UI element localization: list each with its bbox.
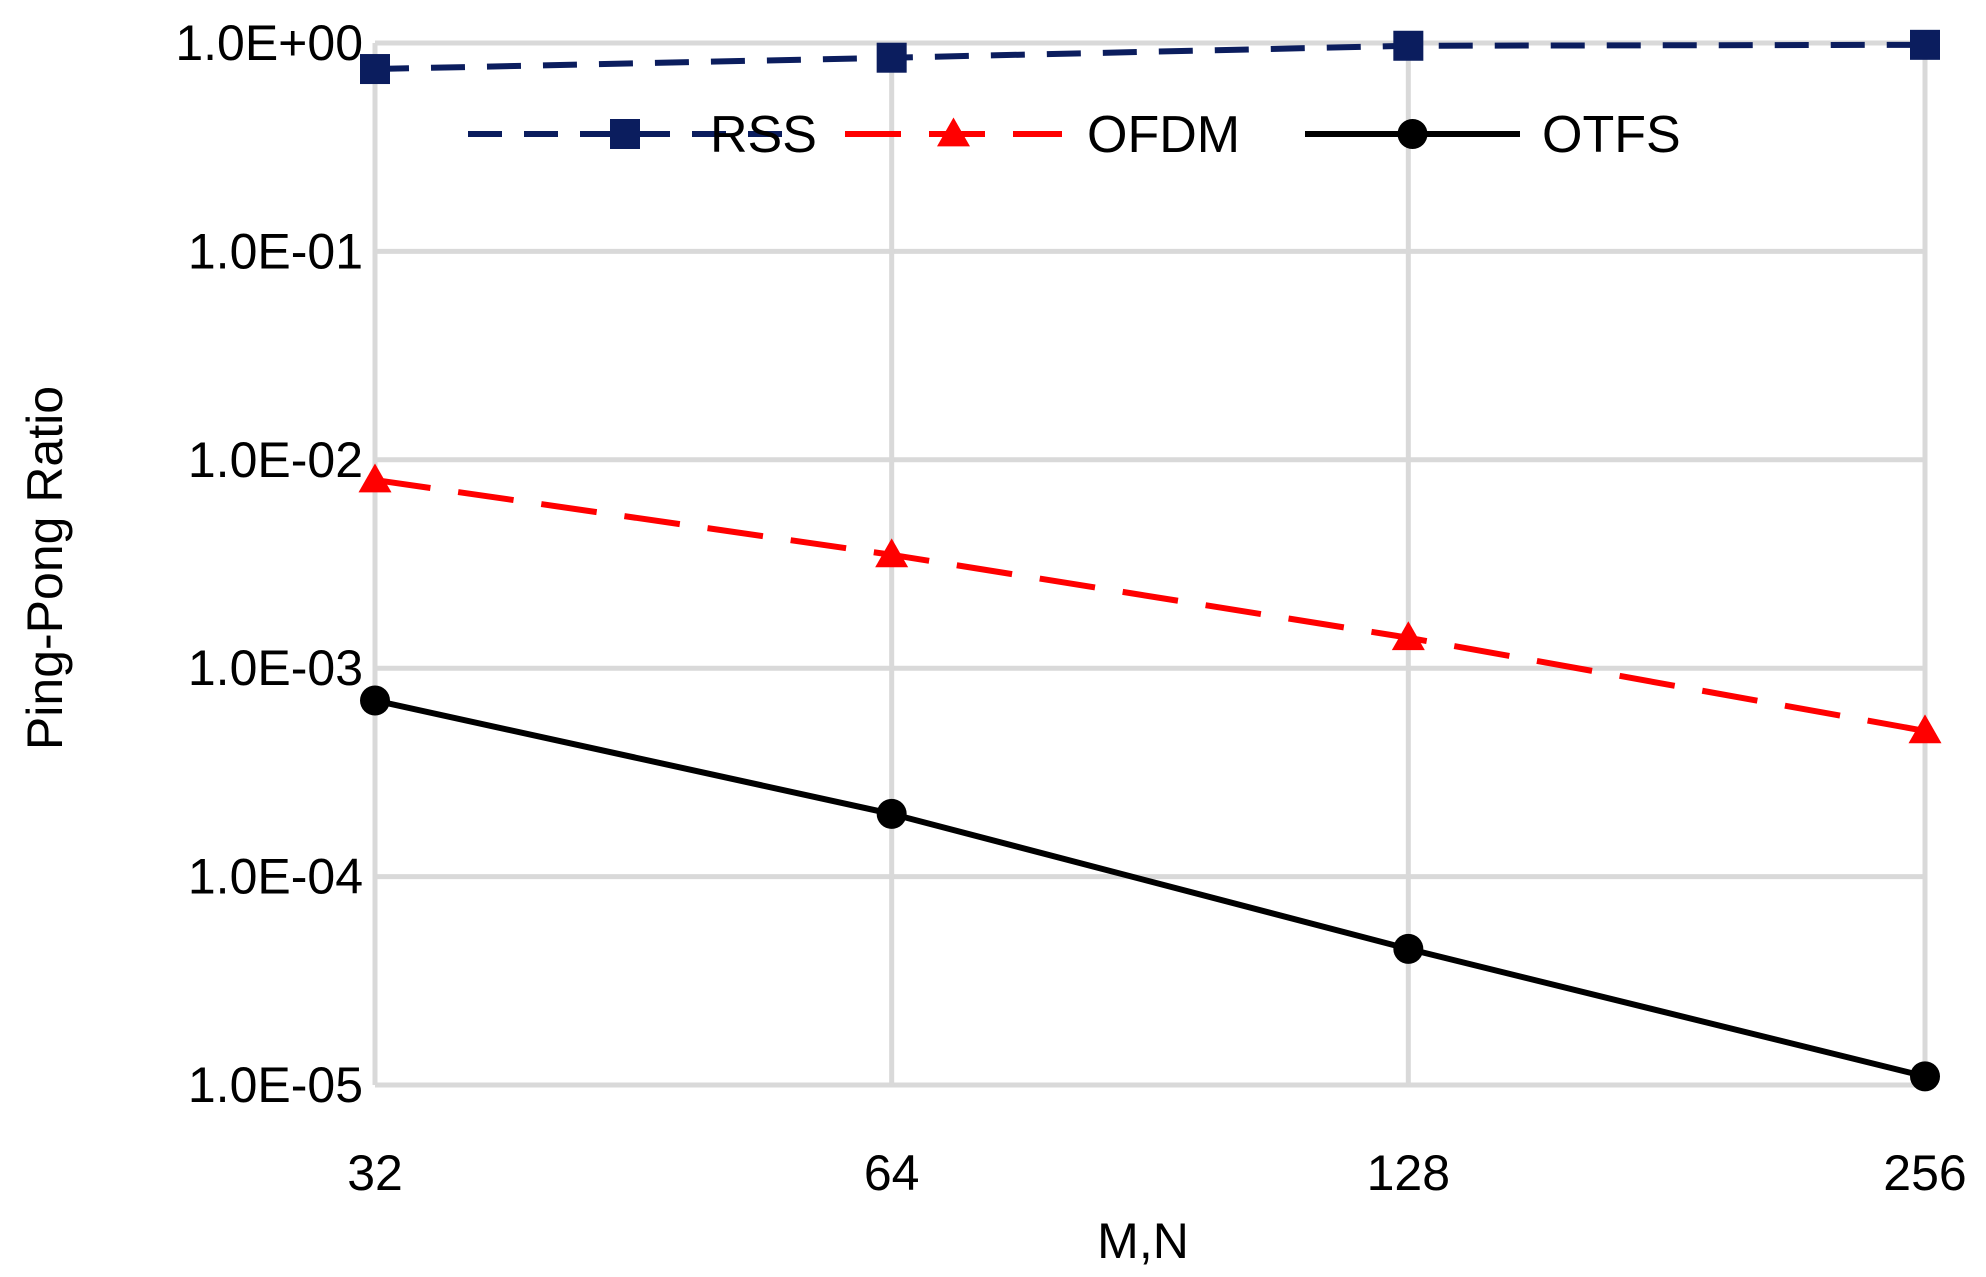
data-point-otfs bbox=[360, 685, 390, 716]
x-tick-label: 64 bbox=[864, 1145, 920, 1201]
series-ofdm bbox=[358, 463, 1942, 744]
series-line-rss bbox=[374, 41, 1926, 73]
y-tick-label: 1.0E-03 bbox=[188, 640, 363, 696]
legend-label-otfs: OTFS bbox=[1542, 106, 1681, 164]
data-point-ofdm bbox=[1391, 621, 1425, 651]
legend-marker-rss bbox=[610, 119, 640, 149]
series-line-ofdm bbox=[374, 477, 1926, 734]
y-axis-title: Ping-Pong Ratio bbox=[17, 386, 73, 750]
legend-item-ofdm: OFDM bbox=[845, 106, 1240, 164]
series-rss bbox=[360, 29, 1940, 85]
y-axis-ticks: 1.0E+00 1.0E-01 1.0E-02 1.0E-03 1.0E-04 1.0E-… bbox=[175, 15, 363, 1113]
data-point-rss bbox=[876, 42, 907, 73]
y-tick-label: 1.0E-01 bbox=[188, 223, 363, 279]
y-tick-label: 1.0E+00 bbox=[175, 15, 363, 71]
data-point-rss bbox=[1393, 30, 1424, 61]
data-point-rss bbox=[1910, 29, 1940, 60]
y-tick-label: 1.0E-04 bbox=[188, 849, 363, 905]
legend-marker-otfs bbox=[1397, 119, 1428, 149]
data-point-otfs bbox=[1393, 933, 1424, 964]
legend-item-otfs: OTFS bbox=[1305, 106, 1681, 164]
x-axis-ticks: 32 64 128 256 bbox=[347, 1145, 1967, 1201]
y-tick-label: 1.0E-02 bbox=[188, 432, 363, 488]
legend-item-rss: RSS bbox=[468, 106, 817, 164]
x-tick-label: 128 bbox=[1367, 1145, 1450, 1201]
series-layer bbox=[358, 29, 1942, 1092]
legend-label-rss: RSS bbox=[710, 106, 817, 164]
x-axis-title: M,N bbox=[1097, 1213, 1189, 1269]
data-point-ofdm bbox=[1908, 714, 1942, 744]
data-point-otfs bbox=[1910, 1061, 1940, 1092]
x-tick-label: 32 bbox=[347, 1145, 403, 1201]
data-point-rss bbox=[360, 54, 390, 85]
data-point-ofdm bbox=[358, 463, 392, 493]
legend-label-ofdm: OFDM bbox=[1087, 106, 1240, 164]
y-tick-label: 1.0E-05 bbox=[188, 1057, 363, 1113]
grid bbox=[372, 40, 1928, 1088]
data-point-otfs bbox=[876, 798, 907, 829]
series-line-otfs bbox=[374, 697, 1926, 1080]
data-point-ofdm bbox=[875, 538, 909, 568]
series-otfs bbox=[360, 685, 1940, 1092]
legend-marker-ofdm bbox=[937, 117, 970, 147]
legend: RSS OFDM OTFS bbox=[468, 106, 1681, 164]
x-tick-label: 256 bbox=[1883, 1145, 1966, 1201]
